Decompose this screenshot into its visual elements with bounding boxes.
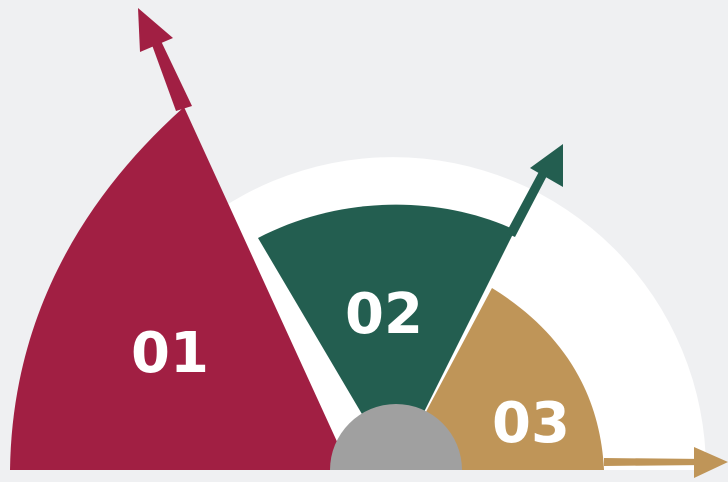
segment-03-arrow-shaft: [604, 458, 706, 466]
segment-02-arrow-head: [530, 144, 563, 187]
segment-01-arrow-shaft: [152, 41, 192, 111]
segment-03: [395, 288, 604, 470]
segment-02-label: 02: [345, 282, 423, 347]
segment-01-arrow-head: [138, 8, 173, 52]
segment-03-arrow-head: [694, 447, 728, 478]
segment-02: [258, 204, 515, 470]
segment-03-label: 03: [492, 391, 570, 456]
center-hub: [330, 404, 462, 470]
segment-01-label: 01: [131, 321, 209, 386]
segment-02-arrow-shaft: [506, 166, 550, 237]
segment-01: [10, 107, 350, 470]
